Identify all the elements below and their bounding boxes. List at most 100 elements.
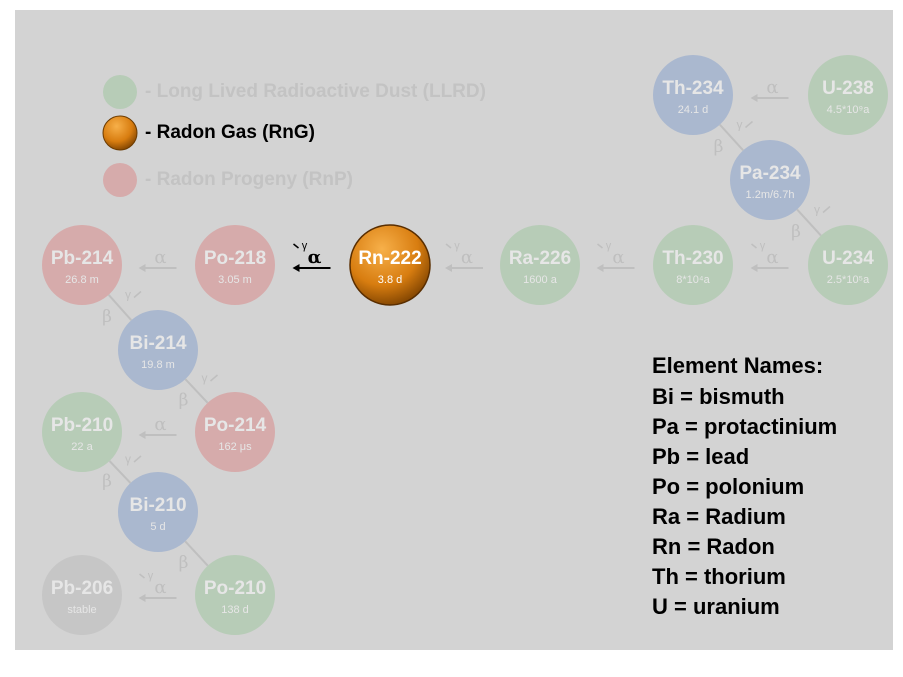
nuclide <box>730 140 810 220</box>
beta-line <box>719 123 744 152</box>
nuclide-symbol: Th-230 <box>662 248 723 269</box>
gamma-label: γ <box>148 570 154 582</box>
half-life: 24.1 d <box>678 104 709 116</box>
nuclide <box>195 225 275 305</box>
beta-line <box>107 294 133 321</box>
arrow-head <box>750 94 758 102</box>
half-life: 1600 a <box>523 274 558 286</box>
beta-label: β <box>102 472 112 492</box>
gamma-arrow <box>745 120 753 129</box>
gamma-label: γ <box>814 203 820 217</box>
alpha-label: α <box>154 414 166 435</box>
beta-label: β <box>179 553 189 573</box>
legend-swatch <box>102 115 138 151</box>
gamma-arrow <box>822 205 831 214</box>
nuclide-symbol: U-238 <box>822 78 874 99</box>
half-life: 3.05 m <box>218 274 252 286</box>
nuclide <box>808 225 888 305</box>
nuclide-symbol: Rn-222 <box>358 248 421 269</box>
gamma-label: γ <box>737 118 743 132</box>
element-name: Po = polonium <box>652 474 804 499</box>
nuclide <box>653 55 733 135</box>
gamma-label: γ <box>606 240 612 252</box>
nuclide-symbol: Pa-234 <box>739 163 801 184</box>
nuclide <box>808 55 888 135</box>
gamma-arrow <box>751 243 757 249</box>
gamma-label: γ <box>302 240 308 252</box>
gamma-label: γ <box>202 371 208 385</box>
legend-swatch <box>103 163 137 197</box>
alpha-label: α <box>612 247 624 268</box>
nuclide-symbol: Po-214 <box>204 415 267 436</box>
arrow-head <box>445 264 452 272</box>
nuclide <box>42 225 122 305</box>
alpha-label: α <box>308 247 322 268</box>
gamma-arrow <box>293 243 299 249</box>
element-name: Pa = protactinium <box>652 414 837 439</box>
element-name: Ra = Radium <box>652 504 786 529</box>
nuclide <box>195 392 275 472</box>
gamma-arrow <box>139 573 145 579</box>
nuclide-symbol: Pb-206 <box>51 578 113 599</box>
gamma-arrow <box>133 455 142 463</box>
nuclide-symbol: Ra-226 <box>509 248 571 269</box>
nuclide-symbol: Po-218 <box>204 248 266 269</box>
alpha-label: α <box>154 577 166 598</box>
gamma-label: γ <box>760 240 766 252</box>
beta-label: β <box>102 307 112 327</box>
gamma-arrow <box>597 243 603 249</box>
element-name: Pb = lead <box>652 444 749 469</box>
half-life: 8*10⁴a <box>676 274 710 286</box>
arrow-head <box>138 431 146 439</box>
nuclide <box>653 225 733 305</box>
half-life: 4.5*10⁹a <box>827 104 871 116</box>
half-life: 3.8 d <box>378 274 402 286</box>
arrow-head <box>138 594 146 602</box>
element-names-title: Element Names: <box>652 353 823 378</box>
arrow-head <box>596 264 604 272</box>
nuclide-symbol: Bi-214 <box>129 333 186 354</box>
nuclide <box>118 472 198 552</box>
half-life: 162 μs <box>218 441 252 453</box>
element-name: Th = thorium <box>652 564 786 589</box>
nuclide-symbol: Th-234 <box>662 78 724 99</box>
half-life: 2.5*10⁵a <box>827 274 870 286</box>
gamma-label: γ <box>125 288 131 302</box>
arrow-head <box>292 264 300 272</box>
beta-label: β <box>179 391 189 411</box>
beta-label: β <box>714 137 724 157</box>
legend-label: - Long Lived Radioactive Dust (LLRD) <box>145 81 486 102</box>
legend-label: - Radon Gas (RnG) <box>145 122 315 143</box>
half-life: 22 a <box>71 441 93 453</box>
alpha-label: α <box>461 247 473 268</box>
nuclide-symbol: Po-210 <box>204 578 266 599</box>
element-name: U = uranium <box>652 594 780 619</box>
gamma-arrow <box>445 243 452 249</box>
arrow-head <box>138 264 146 272</box>
nuclide <box>195 555 275 635</box>
gamma-label: γ <box>125 452 131 466</box>
nuclide-symbol: Bi-210 <box>129 495 186 516</box>
half-life: 26.8 m <box>65 274 99 286</box>
nuclide <box>118 310 198 390</box>
nuclide <box>42 555 122 635</box>
nuclide-symbol: U-234 <box>822 248 874 269</box>
nuclide-symbol: Pb-214 <box>51 248 114 269</box>
legend-label: - Radon Progeny (RnP) <box>145 169 353 190</box>
beta-line <box>108 460 132 484</box>
alpha-label: α <box>766 77 778 98</box>
arrow-head <box>750 264 758 272</box>
gamma-arrow <box>210 374 218 382</box>
half-life: 138 d <box>221 604 249 616</box>
nuclide <box>349 224 431 306</box>
beta-line <box>796 208 822 237</box>
element-name: Bi = bismuth <box>652 384 785 409</box>
gamma-label: γ <box>454 240 460 252</box>
nuclide <box>500 225 580 305</box>
beta-line <box>184 378 209 404</box>
half-life: 19.8 m <box>141 359 175 371</box>
nuclide-symbol: Pb-210 <box>51 415 113 436</box>
gamma-arrow <box>133 290 142 299</box>
alpha-label: α <box>154 247 166 268</box>
